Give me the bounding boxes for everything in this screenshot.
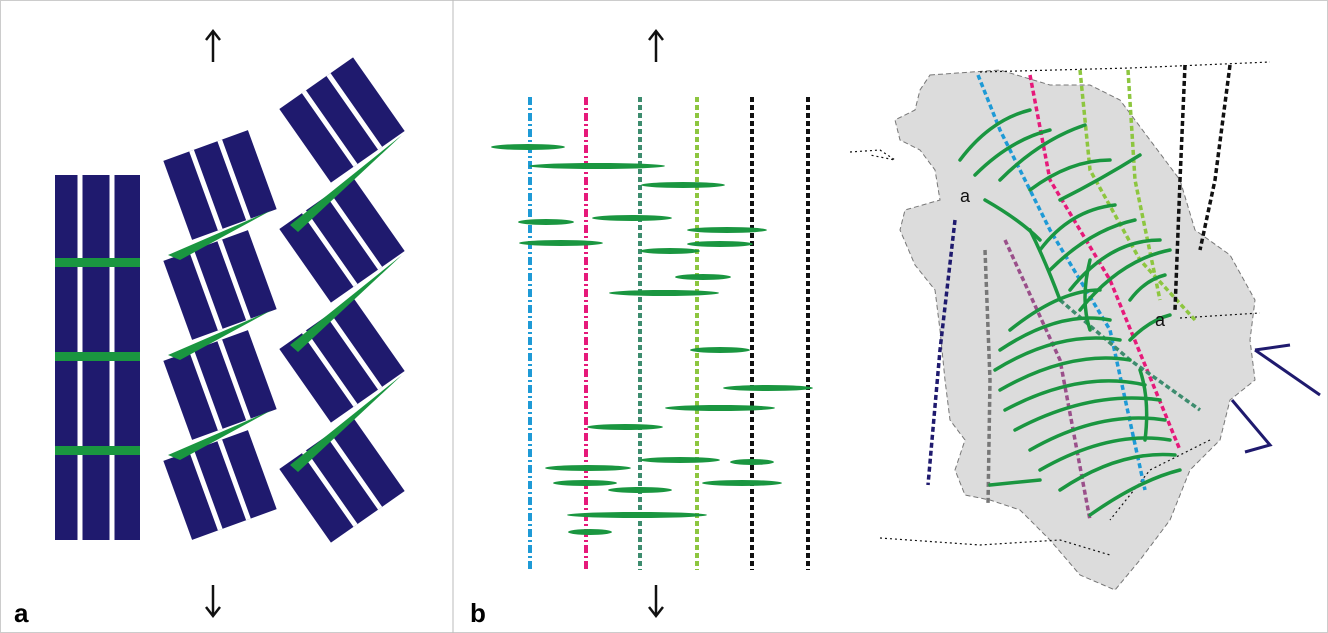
arrow-down [649,585,663,616]
lenses [491,144,813,535]
straight-column [55,175,140,540]
panel-b: a a b [470,31,1320,628]
map-label: a [1155,310,1166,330]
arrow-down [206,585,220,616]
panel-label: a [14,598,29,628]
panel-a: a [14,31,405,628]
figure: a [0,0,1328,633]
kinked-column [163,130,276,540]
zigzag-column [279,57,404,542]
arrow-up [649,31,663,62]
panel-label: b [470,598,486,628]
map: a a [850,62,1320,590]
map-label: a [960,186,971,206]
arrow-up [206,31,220,62]
